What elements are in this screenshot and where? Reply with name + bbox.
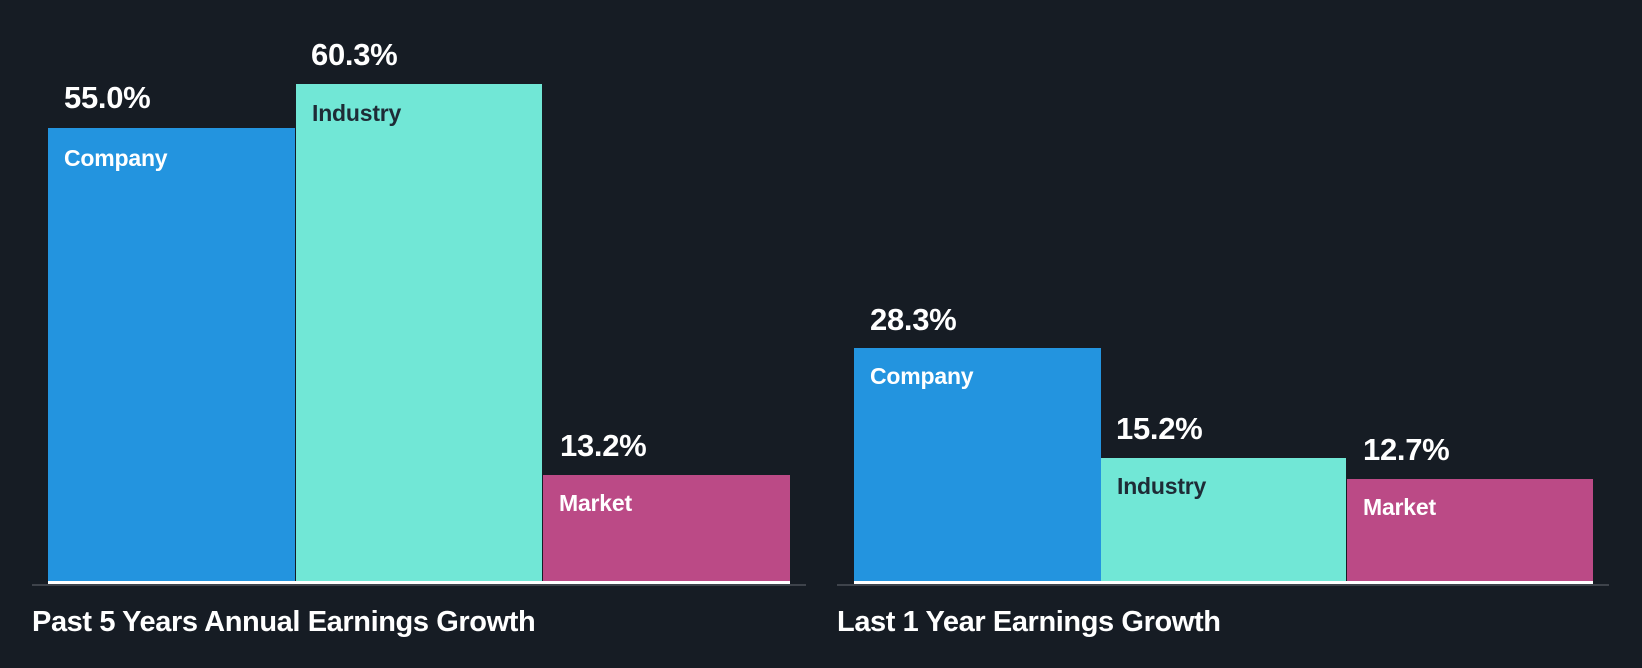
chart-title: Past 5 Years Annual Earnings Growth — [32, 606, 536, 638]
chart-past-5-years: Company 55.0% Industry 60.3% Market 13.2… — [0, 0, 820, 668]
bar-value: 12.7% — [1363, 432, 1450, 467]
bar-label: Industry — [1117, 473, 1207, 499]
bar-value: 28.3% — [870, 302, 957, 337]
bar-value: 55.0% — [64, 80, 151, 115]
bar-industry: Industry — [296, 84, 542, 582]
bar-company: Company — [854, 348, 1101, 582]
x-axis-line — [32, 584, 806, 586]
bar-market: Market — [1347, 479, 1593, 582]
chart-title: Last 1 Year Earnings Growth — [837, 606, 1221, 638]
bar-value: 15.2% — [1116, 411, 1203, 446]
bar-label: Market — [559, 490, 632, 516]
bar-baseline — [854, 581, 1593, 584]
bar-value: 60.3% — [311, 37, 398, 72]
bar-value: 13.2% — [560, 428, 647, 463]
bar-market: Market — [543, 475, 790, 582]
bar-industry: Industry — [1101, 458, 1346, 582]
bar-label: Industry — [312, 100, 402, 126]
bar-label: Company — [64, 145, 168, 171]
bar-baseline — [48, 581, 790, 584]
bar-company: Company — [48, 128, 295, 582]
bar-label: Company — [870, 363, 974, 389]
bar-label: Market — [1363, 494, 1436, 520]
x-axis-line — [837, 584, 1609, 586]
